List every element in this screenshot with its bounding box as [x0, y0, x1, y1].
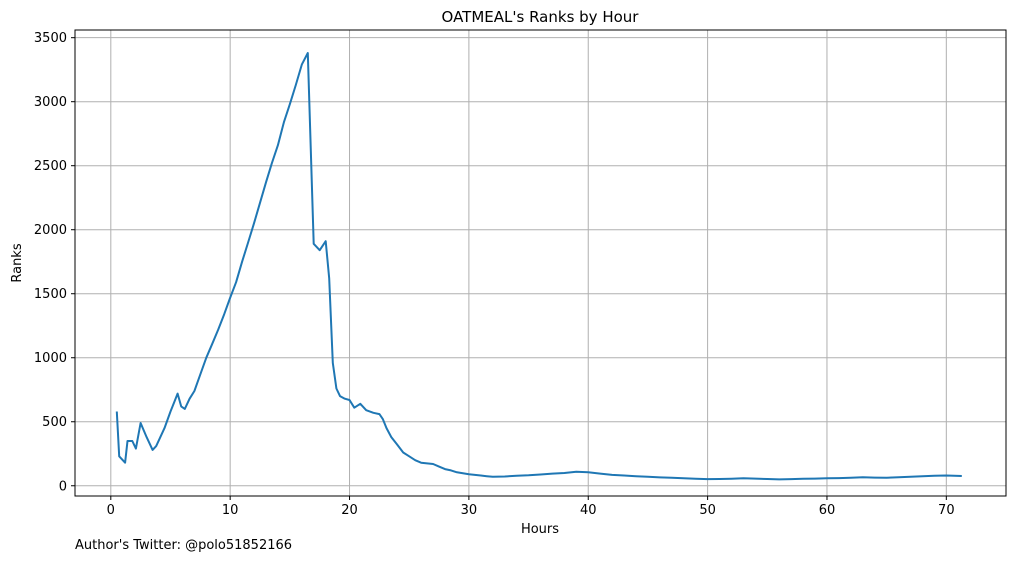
x-tick-label: 20	[341, 503, 358, 518]
x-tick-label: 70	[938, 503, 955, 518]
y-tick-label: 3000	[34, 95, 67, 110]
y-tick-label: 500	[42, 415, 67, 430]
x-tick-label: 50	[699, 503, 716, 518]
x-axis-label: Hours	[521, 522, 559, 537]
x-tick-label: 0	[107, 503, 115, 518]
grid-lines	[75, 30, 1006, 496]
y-tick-label: 2000	[34, 223, 67, 238]
y-tick-label: 0	[59, 479, 67, 494]
rank-series-line	[115, 52, 962, 481]
y-tick-label: 3500	[34, 31, 67, 46]
x-tick-label: 40	[580, 503, 597, 518]
author-footnote: Author's Twitter: @polo51852166	[75, 538, 293, 553]
axis-ticks: 0 10 20 30 40 50 60 70 0 500 1000 1500 2000 2500 3000 3…	[34, 31, 955, 518]
chart-title: OATMEAL's Ranks by Hour	[442, 8, 640, 26]
x-tick-label: 10	[222, 503, 239, 518]
y-tick-label: 2500	[34, 159, 67, 174]
y-tick-label: 1500	[34, 287, 67, 302]
plot-frame	[74, 29, 1007, 497]
x-tick-label: 60	[819, 503, 836, 518]
x-tick-label: 30	[461, 503, 478, 518]
y-axis-label: Ranks	[10, 243, 25, 282]
y-tick-label: 1000	[34, 351, 67, 366]
